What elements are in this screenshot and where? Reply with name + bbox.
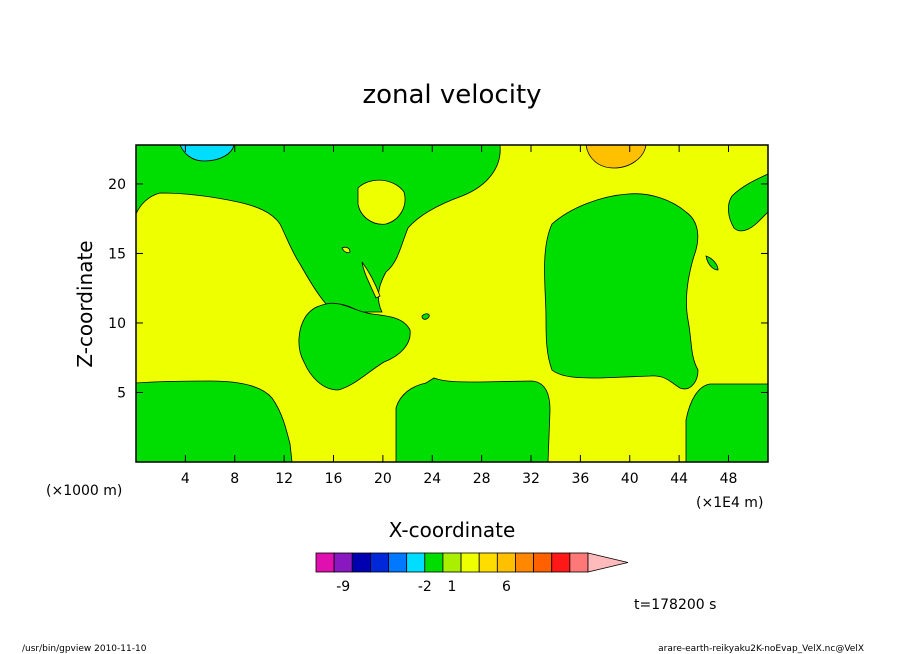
footer-right: arare-earth-reikyaku2K-noEvap_VelX.nc@Ve… [658,644,864,654]
colorbar-segment [533,552,553,573]
colorbar-segment [478,552,498,573]
colorbar-arrow [587,552,629,573]
x-axis: 4 8 12 16 20 24 28 32 36 40 44 48 [181,145,738,487]
chart-title: zonal velocity [362,80,541,110]
colorbar-segment [351,552,371,573]
colorbar: -9 -2 1 6 [315,552,629,595]
y-tick-label: 15 [108,246,126,262]
colorbar-tick-label: 1 [448,579,457,595]
colorbar-segment [406,552,426,573]
y-axis: 5 10 15 20 [108,177,768,401]
contour-green-top-left [136,144,769,232]
colorbar-segment [496,552,516,573]
contour-green-middle [298,302,411,391]
contour-green-bottom-middle [395,377,551,463]
x-unit-right: (×1E4 m) [696,495,763,511]
x-axis-label: X-coordinate [389,518,516,542]
y-tick-label: 5 [117,385,126,401]
x-tick-label: 24 [423,471,441,487]
contour-yellow-island-upper [357,179,406,225]
contour-green-speck-right [705,255,719,271]
contour-green-speck-center [421,313,430,320]
contour-green-right-block [544,193,699,390]
x-tick-label: 44 [670,471,688,487]
colorbar-segment [515,552,535,573]
time-label: t=178200 s [634,597,716,613]
x-unit-left: (×1000 m) [46,483,122,499]
x-tick-label: 28 [473,471,491,487]
plot-frame [135,144,769,463]
x-tick-label: 36 [571,471,589,487]
x-tick-label: 4 [181,471,190,487]
contour-green-bottom-left [135,380,293,463]
colorbar-tick-label: -9 [336,579,350,595]
colorbar-segment [551,552,571,573]
colorbar-segment [388,552,408,573]
contour-yellow-streak [361,261,381,299]
x-tick-label: 20 [374,471,392,487]
x-tick-label: 48 [720,471,738,487]
contour-cyan-cap [179,144,235,162]
y-tick-label: 10 [108,316,126,332]
x-tick-label: 40 [621,471,639,487]
plot-area [135,144,769,463]
colorbar-segment [333,552,353,573]
colorbar-segment [424,552,444,573]
colorbar-segment [460,552,480,573]
colorbar-segment [442,552,462,573]
y-axis-label: Z-coordinate [73,240,97,367]
y-tick-label: 20 [108,177,126,193]
colorbar-segment [369,552,389,573]
x-tick-label: 16 [325,471,343,487]
x-tick-label: 12 [275,471,293,487]
footer-left: /usr/bin/gpview 2010-11-10 [22,644,147,654]
contour-orange-cap [585,144,647,169]
colorbar-segment [569,552,589,573]
contour-green-bottom-right [685,383,769,463]
x-tick-label: 32 [522,471,540,487]
colorbar-tick-label: -2 [418,579,432,595]
colorbar-tick-label: 6 [502,579,511,595]
colorbar-segment [315,552,335,573]
contour-yellow-island-left-sliver [341,246,351,254]
x-tick-label: 8 [230,471,239,487]
